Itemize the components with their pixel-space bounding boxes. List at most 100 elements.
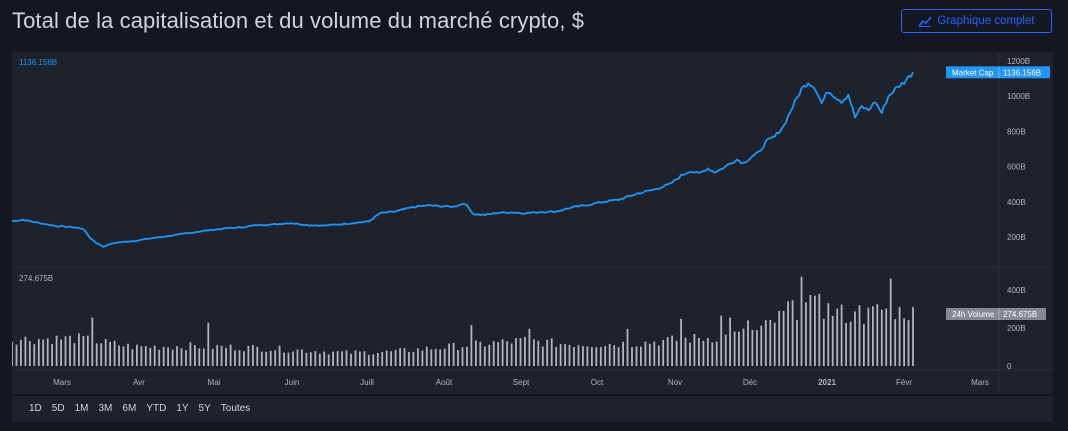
- range-button-5y[interactable]: 5Y: [198, 403, 211, 414]
- time-axis-label: Juill: [360, 378, 374, 387]
- volume-bar: [194, 345, 196, 366]
- range-button-6m[interactable]: 6M: [122, 403, 137, 414]
- chart-canvas[interactable]: 1136.156B 274.675B 1200B 1000B 800B 600B 400B 2…: [12, 52, 1053, 394]
- volume-bar: [55, 335, 58, 366]
- volume-bar: [773, 322, 776, 366]
- volume-bar: [528, 328, 531, 366]
- volume-bar: [247, 345, 250, 366]
- volume-tag-value: 274.675B: [1003, 310, 1037, 319]
- range-button-ytd[interactable]: YTD: [146, 403, 167, 414]
- range-button-toutes[interactable]: Toutes: [220, 403, 251, 414]
- volume-bar: [274, 350, 277, 366]
- market-cap-value-label: 1136.156B: [19, 58, 57, 67]
- full-chart-button[interactable]: Graphique complet: [901, 9, 1052, 33]
- volume-bar: [122, 346, 125, 366]
- volume-bar: [69, 335, 71, 366]
- volume-bar: [586, 346, 589, 366]
- range-button-5d[interactable]: 5D: [51, 403, 65, 414]
- volume-bar: [278, 345, 281, 366]
- volume-bar: [582, 346, 584, 366]
- volume-bar: [185, 350, 187, 366]
- volume-bar: [104, 339, 107, 366]
- volume-bar: [390, 351, 392, 366]
- volume-bar: [136, 344, 138, 366]
- volume-bar: [751, 329, 754, 366]
- volume-bar: [425, 346, 428, 366]
- volume-bar: [15, 344, 18, 366]
- volume-bar: [46, 338, 49, 366]
- volume-bar: [140, 346, 143, 366]
- volume-bar: [880, 309, 883, 366]
- time-axis-label: Oct: [591, 378, 604, 387]
- volume-bar: [381, 351, 384, 366]
- volume-bar: [782, 310, 785, 366]
- volume-bar: [20, 339, 22, 366]
- volume-bar: [287, 352, 290, 366]
- volume-bar: [91, 317, 94, 366]
- volume-bar: [724, 334, 727, 366]
- volume-bar: [689, 342, 691, 366]
- volume-bar: [577, 345, 580, 366]
- volume-bar: [555, 346, 558, 366]
- volume-bar: [238, 350, 241, 366]
- volume-bar: [814, 295, 816, 366]
- time-axis-label: Févr: [896, 378, 912, 387]
- volume-bar: [118, 345, 120, 366]
- volume-bar: [827, 303, 830, 366]
- volume-bar: [894, 319, 897, 366]
- volume-bar: [640, 346, 642, 366]
- volume-bar: [153, 345, 156, 366]
- page-title: Total de la capitalisation et du volume …: [12, 8, 585, 33]
- volume-bar: [158, 349, 161, 366]
- volume-bar: [488, 344, 491, 366]
- volume-bar: [216, 345, 219, 366]
- price-axis-tick: 400B: [1007, 198, 1026, 207]
- range-selector: 1D 5D 1M 3M 6M YTD 1Y 5Y Toutes: [12, 396, 1053, 422]
- volume-bar: [479, 341, 482, 366]
- volume-bar: [37, 339, 40, 366]
- volume-bar: [510, 343, 513, 366]
- range-button-1d[interactable]: 1D: [29, 403, 42, 414]
- volume-bar: [42, 339, 45, 366]
- volume-bar: [617, 347, 620, 366]
- volume-bar: [662, 339, 665, 366]
- volume-bar: [702, 340, 705, 366]
- volume-axis-tick: 400B: [1007, 286, 1026, 295]
- market-cap-tag: [946, 66, 1050, 79]
- range-button-3m[interactable]: 3M: [98, 403, 113, 414]
- range-button-1m[interactable]: 1M: [74, 403, 89, 414]
- price-axis-tick: 1000B: [1007, 92, 1030, 101]
- volume-bar: [546, 339, 549, 366]
- volume-bar: [564, 344, 566, 366]
- chart-panel[interactable]: 1136.156B 274.675B 1200B 1000B 800B 600B 400B 2…: [12, 52, 1053, 394]
- time-axis-label: Août: [436, 378, 453, 387]
- volume-bar: [907, 320, 910, 366]
- volume-bar: [648, 343, 651, 366]
- volume-bar: [372, 354, 375, 366]
- volume-bar: [805, 302, 807, 366]
- volume-bar: [225, 347, 227, 366]
- volume-bar: [854, 311, 856, 366]
- time-axis-label: Nov: [668, 378, 682, 387]
- volume-bar: [363, 351, 366, 366]
- volume-bar: [524, 336, 526, 366]
- volume-bar: [229, 344, 232, 366]
- volume-bar: [452, 342, 455, 366]
- volume-bar: [301, 349, 303, 366]
- volume-bar: [715, 341, 718, 366]
- volume-bar: [292, 351, 294, 366]
- volume-bar: [604, 345, 607, 366]
- volume-bar: [760, 325, 763, 366]
- range-button-1y[interactable]: 1Y: [176, 403, 189, 414]
- volume-bar: [497, 342, 500, 366]
- volume-bar: [693, 334, 696, 366]
- market-cap-line: [12, 71, 914, 248]
- volume-bar: [653, 341, 656, 366]
- volume-bar: [742, 328, 745, 366]
- volume-bar: [608, 343, 611, 366]
- volume-bar: [849, 321, 852, 366]
- volume-bar: [599, 346, 602, 366]
- volume-bar: [327, 354, 330, 366]
- volume-bar: [408, 351, 410, 366]
- volume-bar: [889, 278, 892, 366]
